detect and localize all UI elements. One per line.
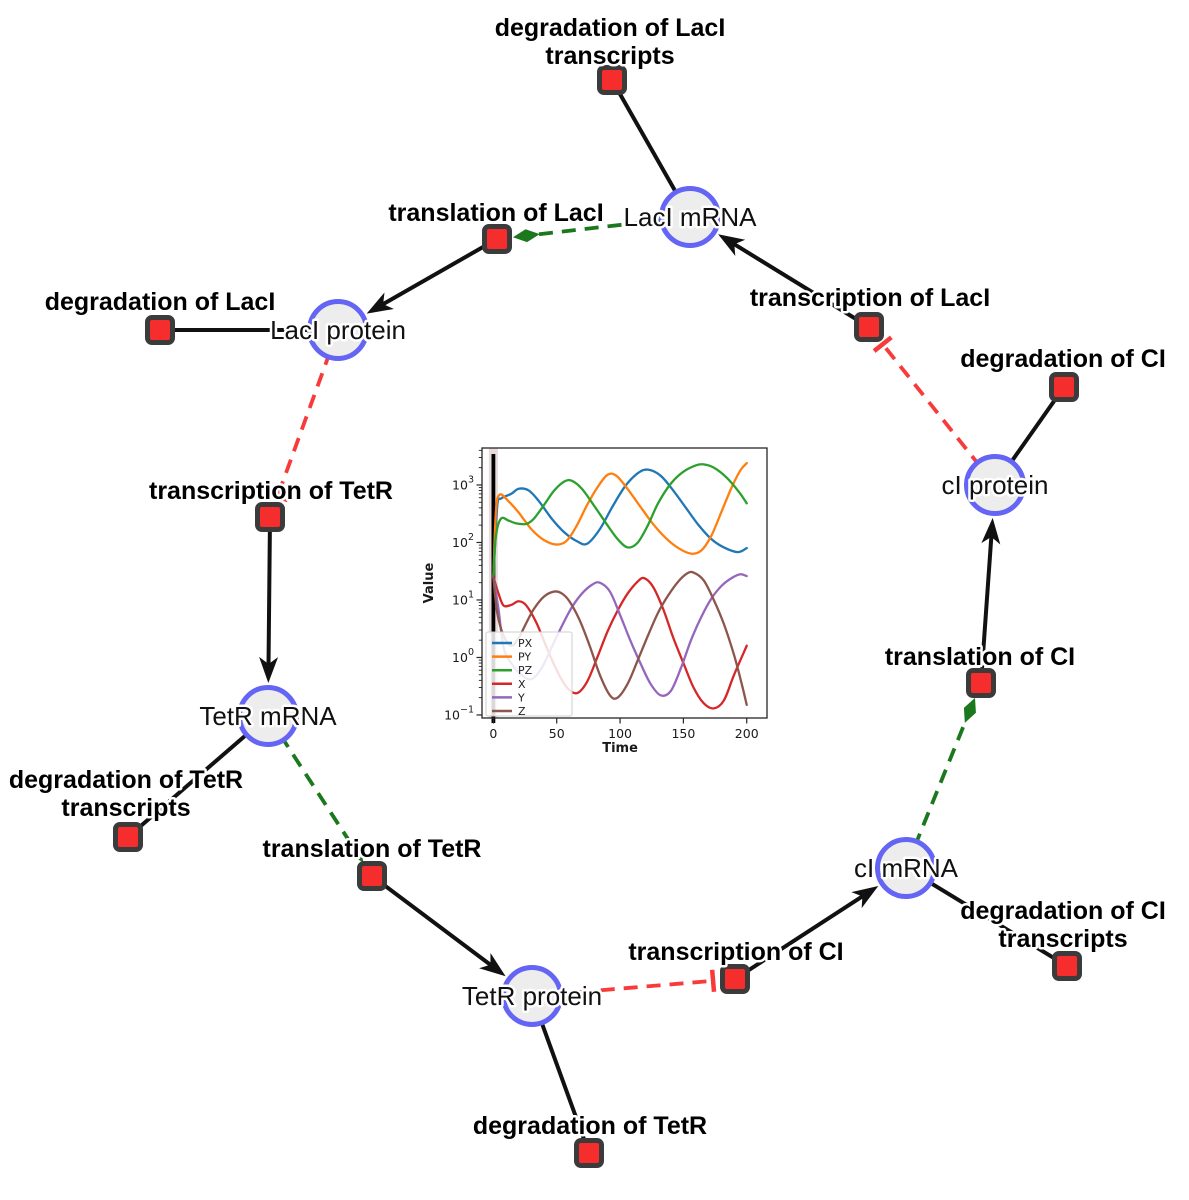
species-label-ci_mrna: cI mRNA bbox=[854, 853, 959, 883]
x-tick-label-4: 200 bbox=[735, 726, 759, 741]
species-label-tetr_mrna: TetR mRNA bbox=[199, 701, 337, 731]
arrowhead-icon bbox=[981, 517, 1001, 545]
chart-series-X bbox=[492, 575, 748, 710]
species-node-laci_mrna[interactable] bbox=[659, 186, 721, 248]
edge-ci_mrna-deg_ci_tx bbox=[904, 866, 1069, 968]
legend-label-Z: Z bbox=[518, 705, 526, 718]
species-node-ci_mrna[interactable] bbox=[875, 837, 937, 899]
inhibition-bar-icon bbox=[709, 969, 717, 992]
species-node-laci_protein[interactable] bbox=[307, 299, 369, 361]
edge-translation_tetr-tetr_protein bbox=[370, 874, 506, 977]
edge-transcription_tetr-tetr_mrna bbox=[259, 516, 279, 684]
species-label-tetr_protein: TetR protein bbox=[462, 981, 602, 1011]
legend-box bbox=[485, 631, 573, 717]
modifier-diamond-icon bbox=[963, 697, 976, 723]
arrowhead-icon bbox=[851, 885, 879, 909]
legend-label-PZ: PZ bbox=[518, 664, 533, 677]
reaction-label-translation_tetr-line0: translation of TetR bbox=[263, 835, 482, 863]
edge-translation_laci-laci_protein bbox=[366, 237, 498, 314]
arrowhead-icon bbox=[366, 292, 394, 314]
chart-series-PY bbox=[492, 461, 748, 579]
y-tick-label-4: 103 bbox=[452, 474, 474, 492]
chart-series-PZ bbox=[492, 463, 748, 579]
legend-label-X: X bbox=[518, 678, 526, 691]
reaction-node-transcription_ci[interactable] bbox=[720, 964, 750, 994]
reaction-label-deg_ci-line0: degradation of CI bbox=[960, 345, 1166, 373]
x-tick-label-2: 100 bbox=[608, 726, 632, 741]
reaction-node-deg_laci_tx[interactable] bbox=[597, 65, 627, 95]
reaction-node-translation_ci[interactable] bbox=[966, 668, 996, 698]
inhibition-bar-icon bbox=[266, 490, 289, 503]
edge-translation_ci-ci_protein bbox=[979, 517, 1001, 684]
reaction-label-deg_tetr_tx-line0: degradation of TetR bbox=[9, 766, 243, 794]
modifier-diamond-icon bbox=[512, 229, 540, 243]
chart-series-Z bbox=[492, 570, 748, 706]
reaction-label-deg_laci-line0: degradation of LacI bbox=[45, 288, 276, 316]
reaction-label-deg_tetr-line0: degradation of TetR bbox=[473, 1112, 707, 1140]
edge-transcription_laci-laci_mrna bbox=[718, 234, 871, 329]
edge-transcription_ci-ci_mrna bbox=[733, 885, 879, 981]
reaction-node-translation_tetr[interactable] bbox=[357, 861, 387, 891]
chart-curves bbox=[492, 461, 748, 710]
species-label-ci_protein: cI protein bbox=[942, 470, 1049, 500]
reaction-label-translation_laci-line0: translation of LacI bbox=[388, 199, 603, 227]
reaction-node-translation_laci[interactable] bbox=[482, 224, 512, 254]
arrowhead-icon bbox=[259, 656, 279, 684]
modifier-diamond-icon bbox=[348, 839, 364, 863]
reaction-label-deg_laci_tx-line1: transcripts bbox=[545, 42, 674, 70]
legend-label-PX: PX bbox=[518, 637, 533, 650]
reaction-node-transcription_laci[interactable] bbox=[854, 312, 884, 342]
y-tick-label-3: 102 bbox=[452, 532, 474, 550]
reaction-node-deg_tetr_tx[interactable] bbox=[113, 822, 143, 852]
node-layer bbox=[113, 65, 1082, 1168]
reaction-node-deg_tetr[interactable] bbox=[574, 1138, 604, 1168]
y-tick-label-2: 101 bbox=[452, 589, 474, 607]
reaction-label-deg_ci_tx-line1: transcripts bbox=[998, 925, 1127, 953]
legend-label-PY: PY bbox=[518, 651, 531, 664]
reaction-label-deg_ci_tx-line0: degradation of CI bbox=[960, 897, 1166, 925]
inset-chart: 0 50 100 150 20010−1100101102103TimeValuePXP… bbox=[422, 447, 768, 756]
reaction-label-transcription_laci-line0: transcription of LacI bbox=[750, 284, 990, 312]
inhibition-bar-icon bbox=[872, 335, 893, 353]
chart-y-axis-label: Value bbox=[422, 562, 437, 603]
reaction-label-transcription_ci-line0: transcription of CI bbox=[628, 938, 843, 966]
species-label-laci_protein: LacI protein bbox=[270, 315, 406, 345]
label-layer: LacI mRNA LacI protein cI protein TetR mRNA… bbox=[6, 12, 1168, 1143]
x-tick-label-3: 150 bbox=[671, 726, 695, 741]
chart-series-PX bbox=[492, 468, 748, 579]
species-label-laci_mrna: LacI mRNA bbox=[624, 202, 758, 232]
legend-label-Y: Y bbox=[517, 691, 525, 704]
chart-x-axis-label: Time bbox=[602, 741, 638, 756]
x-tick-label-1: 50 bbox=[549, 726, 565, 741]
y-tick-label-1: 100 bbox=[452, 647, 474, 665]
species-node-tetr_mrna[interactable] bbox=[237, 685, 299, 747]
reaction-node-deg_ci_tx[interactable] bbox=[1052, 951, 1082, 981]
reaction-label-transcription_tetr-line0: transcription of TetR bbox=[149, 477, 393, 505]
reaction-label-translation_ci-line0: translation of CI bbox=[885, 643, 1075, 671]
x-tick-label-0: 0 bbox=[489, 726, 497, 741]
y-tick-label-0: 10−1 bbox=[444, 704, 474, 722]
reaction-node-transcription_tetr[interactable] bbox=[255, 502, 285, 532]
reaction-node-deg_ci[interactable] bbox=[1049, 372, 1079, 402]
species-node-ci_protein[interactable] bbox=[964, 454, 1026, 516]
reaction-node-deg_laci[interactable] bbox=[145, 315, 175, 345]
arrowhead-icon bbox=[718, 234, 746, 256]
reaction-label-deg_tetr_tx-line1: transcripts bbox=[61, 794, 190, 822]
species-node-tetr_protein[interactable] bbox=[501, 965, 563, 1027]
reaction-label-deg_laci_tx-line0: degradation of LacI bbox=[495, 14, 726, 42]
arrowhead-icon bbox=[479, 953, 506, 977]
